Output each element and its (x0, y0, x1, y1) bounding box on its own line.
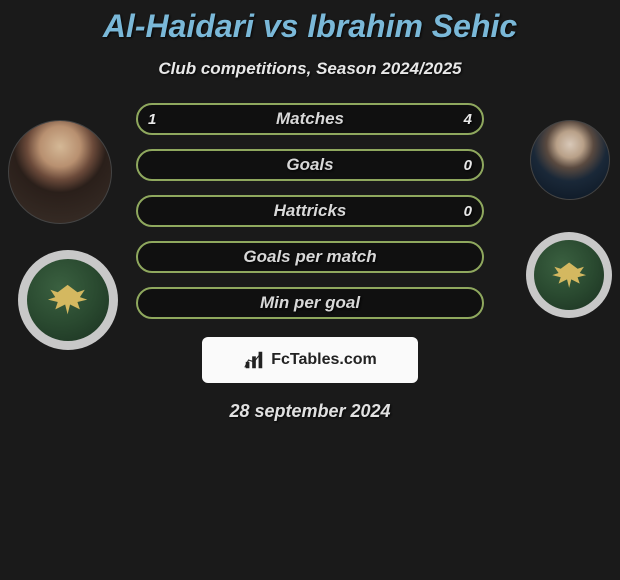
stat-row: Hattricks 0 (0, 195, 620, 227)
comparison-title: Al-Haidari vs Ibrahim Sehic (0, 0, 620, 45)
stat-label: Matches (276, 109, 344, 129)
stat-bar: Min per goal (136, 287, 484, 319)
branding-text: FcTables.com (271, 351, 377, 369)
stat-row: 1 Matches 4 (0, 103, 620, 135)
stat-left-value: 1 (148, 111, 156, 128)
comparison-date: 28 september 2024 (0, 401, 620, 422)
stat-row: Goals 0 (0, 149, 620, 181)
barchart-icon (243, 349, 265, 371)
stat-label: Goals (286, 155, 333, 175)
branding-box: FcTables.com (202, 337, 418, 383)
stats-chart: 1 Matches 4 Goals 0 Hattricks 0 Goals pe… (0, 103, 620, 319)
stat-right-value: 4 (464, 111, 472, 128)
comparison-subtitle: Club competitions, Season 2024/2025 (0, 59, 620, 79)
stat-bar: Goals per match (136, 241, 484, 273)
stat-label: Goals per match (243, 247, 376, 267)
stat-row: Min per goal (0, 287, 620, 319)
stat-label: Hattricks (274, 201, 347, 221)
stat-right-value: 0 (464, 157, 472, 174)
stat-label: Min per goal (260, 293, 360, 313)
stat-row: Goals per match (0, 241, 620, 273)
stat-bar: 1 Matches 4 (136, 103, 484, 135)
stat-bar: Goals 0 (136, 149, 484, 181)
stat-bar: Hattricks 0 (136, 195, 484, 227)
stat-right-value: 0 (464, 203, 472, 220)
